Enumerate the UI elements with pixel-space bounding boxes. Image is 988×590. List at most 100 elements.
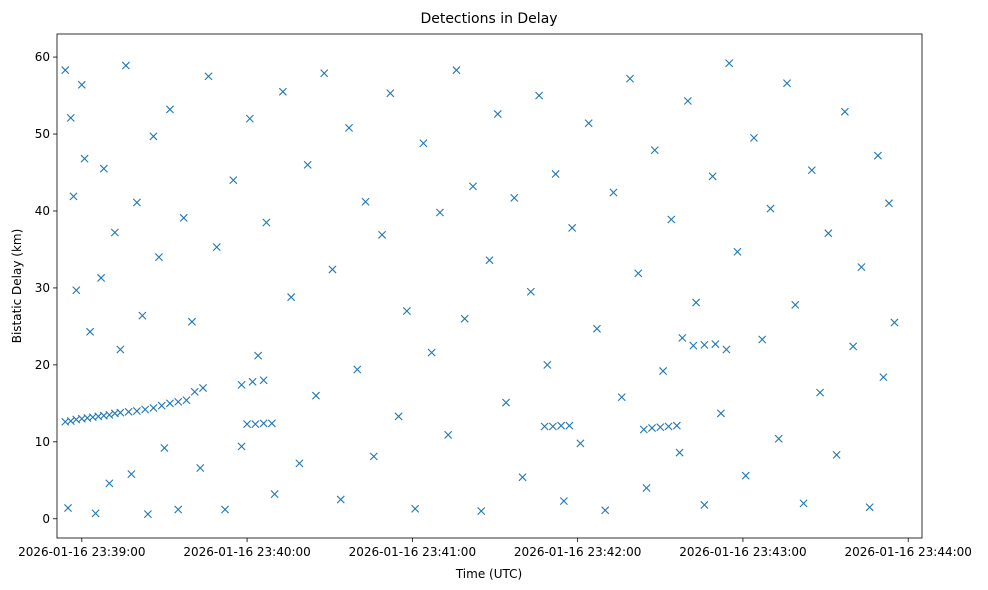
scatter-point — [212, 243, 221, 252]
scatter-point — [165, 105, 174, 114]
scatter-point — [890, 318, 899, 327]
scatter-point — [182, 396, 191, 405]
chart-title: Detections in Delay — [420, 11, 557, 27]
scatter-point — [435, 208, 444, 217]
scatter-point — [485, 256, 494, 265]
scatter-point — [157, 401, 166, 410]
scatter-point — [783, 79, 792, 88]
scatter-point — [394, 412, 403, 421]
scatter-point — [149, 132, 158, 141]
y-axis-ticks: 0 10 20 30 40 50 60 — [35, 50, 57, 526]
scatter-point — [565, 421, 574, 430]
scatter-point — [116, 345, 125, 354]
scatter-point — [540, 422, 549, 431]
scatter-point — [678, 333, 687, 342]
scatter-point — [287, 293, 296, 302]
plot-area — [56, 33, 923, 539]
scatter-point — [336, 495, 345, 504]
x-tick-label: 2026-01-16 23:41:00 — [349, 545, 476, 559]
scatter-point — [361, 197, 370, 206]
scatter-point — [452, 66, 461, 75]
scatter-point — [345, 123, 353, 132]
scatter-point — [165, 399, 174, 408]
scatter-point — [444, 430, 453, 439]
scatter-point — [609, 188, 618, 197]
scatter-point — [259, 376, 268, 385]
scatter-point — [86, 327, 95, 336]
scatter-point — [270, 490, 279, 499]
scatter-point — [174, 397, 183, 406]
scatter-point — [110, 228, 119, 237]
scatter-point — [248, 377, 257, 386]
scatter-point — [460, 314, 469, 323]
scatter-point — [64, 504, 73, 512]
scatter-point — [659, 367, 668, 376]
y-axis-label: Bistatic Delay (km) — [10, 229, 24, 344]
x-tick-label: 2026-01-16 23:43:00 — [679, 545, 806, 559]
scatter-point — [141, 405, 150, 414]
scatter-point — [237, 380, 246, 389]
scatter-point — [526, 287, 535, 296]
scatter-point — [865, 503, 874, 512]
scatter-point — [187, 317, 196, 326]
scatter-point — [692, 298, 701, 307]
scatter-point — [179, 213, 188, 222]
scatter-point — [477, 507, 486, 516]
scatter-point — [700, 500, 709, 509]
scatter-point — [642, 483, 651, 492]
scatter-point — [568, 223, 577, 232]
scatter-point — [493, 110, 502, 119]
scatter-point — [510, 193, 519, 202]
x-axis-ticks: 2026-01-16 23:39:00 2026-01-16 23:40:00 20… — [18, 538, 972, 559]
scatter-point — [879, 373, 888, 382]
scatter-point — [667, 215, 676, 224]
scatter-point — [369, 452, 378, 461]
scatter-point — [386, 89, 395, 98]
scatter-point — [774, 434, 783, 443]
scatter-point — [229, 176, 238, 185]
scatter-point — [711, 340, 720, 349]
scatter-point — [840, 107, 849, 116]
scatter-point — [174, 505, 183, 514]
y-tick-label: 40 — [35, 204, 50, 218]
scatter-point — [873, 151, 882, 160]
scatter-point — [601, 506, 610, 515]
scatter-point — [634, 269, 643, 278]
scatter-point — [722, 345, 731, 354]
scatter-point — [427, 348, 436, 357]
scatter-point — [204, 72, 213, 81]
scatter-point — [576, 439, 585, 448]
scatter-point — [626, 74, 634, 83]
scatter-point — [799, 499, 808, 508]
scatter-point — [320, 69, 329, 78]
scatter-point — [69, 192, 78, 201]
x-tick-label: 2026-01-16 23:44:00 — [844, 545, 971, 559]
scatter-point — [741, 471, 750, 480]
scatter-point — [468, 182, 477, 191]
scatter-point — [559, 497, 568, 506]
y-tick-label: 50 — [35, 127, 50, 141]
plot-frame — [56, 33, 923, 539]
scatter-point — [700, 340, 709, 349]
x-axis-label: Time (UTC) — [455, 567, 522, 581]
scatter-point — [791, 300, 800, 309]
scatter-point — [502, 398, 511, 407]
scatter-point — [758, 335, 767, 344]
scatter-point — [543, 360, 552, 369]
scatter-point — [816, 388, 825, 397]
scatter-point — [656, 423, 665, 432]
scatter-point — [278, 87, 287, 96]
scatter-point — [353, 365, 362, 374]
scatter-point — [708, 172, 717, 181]
scatter-point — [766, 204, 775, 213]
scatter-point — [66, 417, 75, 426]
scatter-point — [262, 218, 271, 227]
scatter-point — [99, 164, 108, 173]
scatter-point — [245, 114, 254, 123]
scatter-point — [132, 407, 141, 416]
scatter-point — [551, 170, 560, 179]
scatter-point — [584, 119, 593, 128]
scatter-point — [832, 450, 841, 459]
scatter-point — [672, 421, 681, 430]
scatter-point — [221, 505, 230, 514]
